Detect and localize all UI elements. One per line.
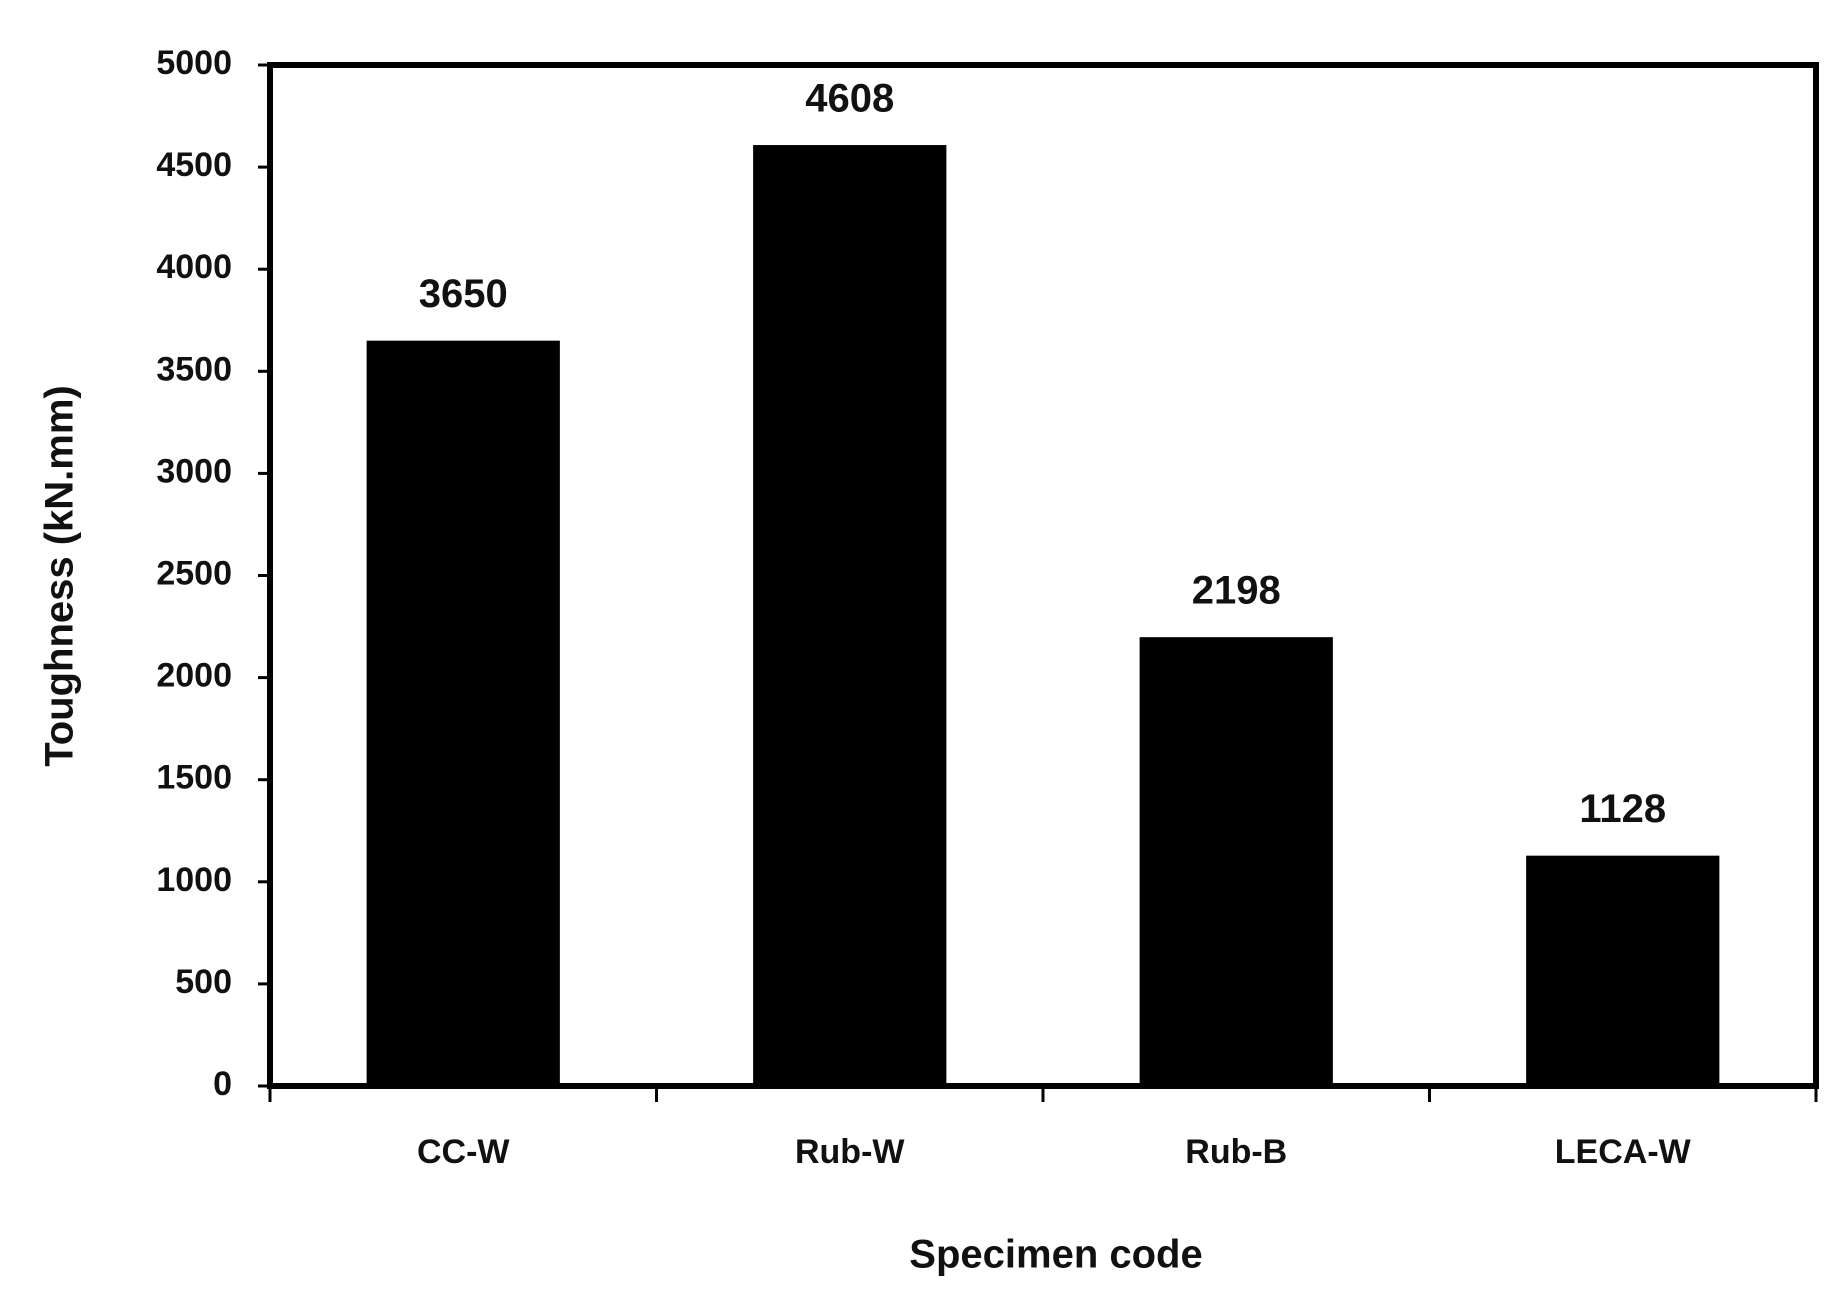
bar	[1526, 855, 1720, 1086]
y-tick-label: 4500	[156, 146, 232, 184]
plot-frame	[267, 62, 1819, 1089]
data-label: 3650	[419, 272, 508, 316]
x-tick-label: CC-W	[417, 1133, 510, 1171]
y-tick-label: 0	[213, 1065, 232, 1103]
bar	[753, 145, 947, 1087]
y-tick-label: 1000	[156, 861, 232, 899]
y-tick-label: 2000	[156, 657, 232, 695]
y-tick-label: 5000	[156, 44, 232, 82]
x-tick-label: LECA-W	[1555, 1133, 1692, 1171]
data-label: 2198	[1192, 569, 1281, 613]
y-tick-label: 2500	[156, 554, 232, 592]
x-tick-label: Rub-B	[1185, 1133, 1287, 1171]
data-label: 4608	[805, 77, 894, 121]
x-axis-title: Specimen code	[909, 1233, 1202, 1277]
y-axis-title: Toughness (kN.mm)	[38, 385, 82, 767]
y-tick-label: 3500	[156, 350, 232, 388]
bar	[1139, 637, 1333, 1086]
bar	[366, 340, 560, 1086]
y-tick-label: 3000	[156, 452, 232, 490]
y-tick-label: 4000	[156, 248, 232, 286]
data-label: 1128	[1579, 787, 1666, 831]
y-tick-label: 500	[175, 963, 232, 1001]
x-tick-label: Rub-W	[795, 1133, 905, 1171]
y-tick-label: 1500	[156, 759, 232, 797]
